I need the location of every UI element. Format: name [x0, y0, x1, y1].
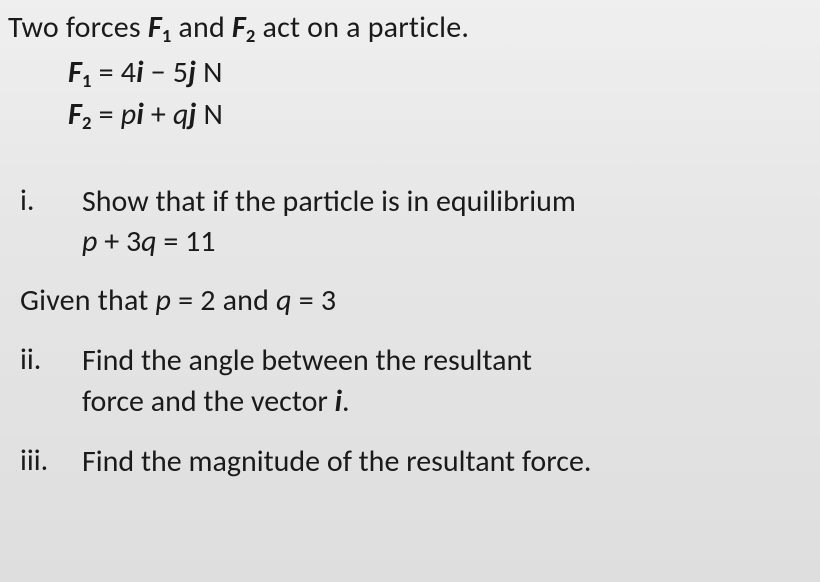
item-ii: ii. Find the angle between the resultant…: [8, 341, 820, 422]
item-ii-line2-post: .: [342, 383, 350, 420]
eq2-i: i: [136, 96, 144, 133]
given-line: Given that p = 2 and q = 3: [8, 281, 820, 322]
item-i: i. Show that if the particle is in equil…: [8, 182, 820, 263]
eq1-i: i: [136, 54, 144, 91]
eq2-lhs-sub: 2: [82, 111, 92, 134]
item-iii-body: Find the magnitude of the resultant forc…: [82, 442, 820, 483]
item-i-eq-rhs: = 11: [157, 223, 216, 260]
eq2-eq: =: [92, 96, 121, 133]
item-ii-line2: force and the vector i.: [82, 382, 820, 423]
given-prefix: Given that: [20, 282, 155, 319]
given-q-val: = 3: [292, 282, 337, 319]
item-iii: iii. Find the magnitude of the resultant…: [8, 442, 820, 483]
item-ii-number: ii.: [8, 341, 60, 378]
eq2-p: p: [121, 96, 137, 133]
intro-line: Two forces F1 and F2 act on a particle.: [8, 8, 820, 49]
eq1-j: j: [188, 54, 196, 91]
intro-suffix: act on a particle.: [256, 9, 470, 46]
intro-prefix: Two forces: [8, 9, 148, 46]
given-q: q: [276, 282, 292, 319]
item-iii-number: iii.: [8, 442, 60, 479]
intro-f1-sub: 1: [162, 24, 172, 47]
eq2-plus: +: [144, 96, 173, 133]
equation-f2: F2 = pi + qj N: [8, 95, 820, 136]
intro-f1-base: F: [148, 9, 162, 46]
item-i-eq-p: p: [82, 223, 97, 260]
item-i-text: Show that if the particle is in equilibr…: [82, 182, 820, 223]
eq1-lhs-base: F: [68, 54, 82, 91]
item-ii-line1: Find the angle between the resultant: [82, 341, 820, 382]
given-p: p: [155, 282, 171, 319]
item-i-number: i.: [8, 182, 60, 219]
eq2-unit: N: [197, 96, 224, 133]
eq1-eq: = 4: [92, 54, 137, 91]
eq1-lhs: F1: [68, 54, 92, 91]
item-i-equation: p + 3q = 11: [82, 222, 820, 263]
intro-f2-sub: 2: [246, 24, 256, 47]
item-i-eq-q: q: [141, 223, 156, 260]
given-p-val: = 2 and: [171, 282, 276, 319]
eq2-lhs: F2: [68, 96, 92, 133]
eq1-lhs-sub: 1: [82, 69, 92, 92]
intro-mid: and: [171, 9, 231, 46]
intro-f2: F2: [232, 9, 256, 46]
eq2-q: q: [173, 96, 189, 133]
eq2-j: j: [189, 96, 197, 133]
eq2-lhs-base: F: [68, 96, 82, 133]
eq1-minus: − 5: [144, 54, 189, 91]
item-ii-body: Find the angle between the resultant for…: [82, 341, 820, 422]
item-i-eq-mid: + 3: [97, 223, 141, 260]
item-ii-vector-i: i: [335, 383, 342, 420]
item-i-body: Show that if the particle is in equilibr…: [82, 182, 820, 263]
equation-f1: F1 = 4i − 5j N: [8, 53, 820, 94]
item-ii-line2-pre: force and the vector: [82, 383, 335, 420]
eq1-unit: N: [196, 54, 223, 91]
item-iii-text: Find the magnitude of the resultant forc…: [82, 443, 591, 480]
intro-f1: F1: [148, 9, 172, 46]
intro-f2-base: F: [232, 9, 246, 46]
